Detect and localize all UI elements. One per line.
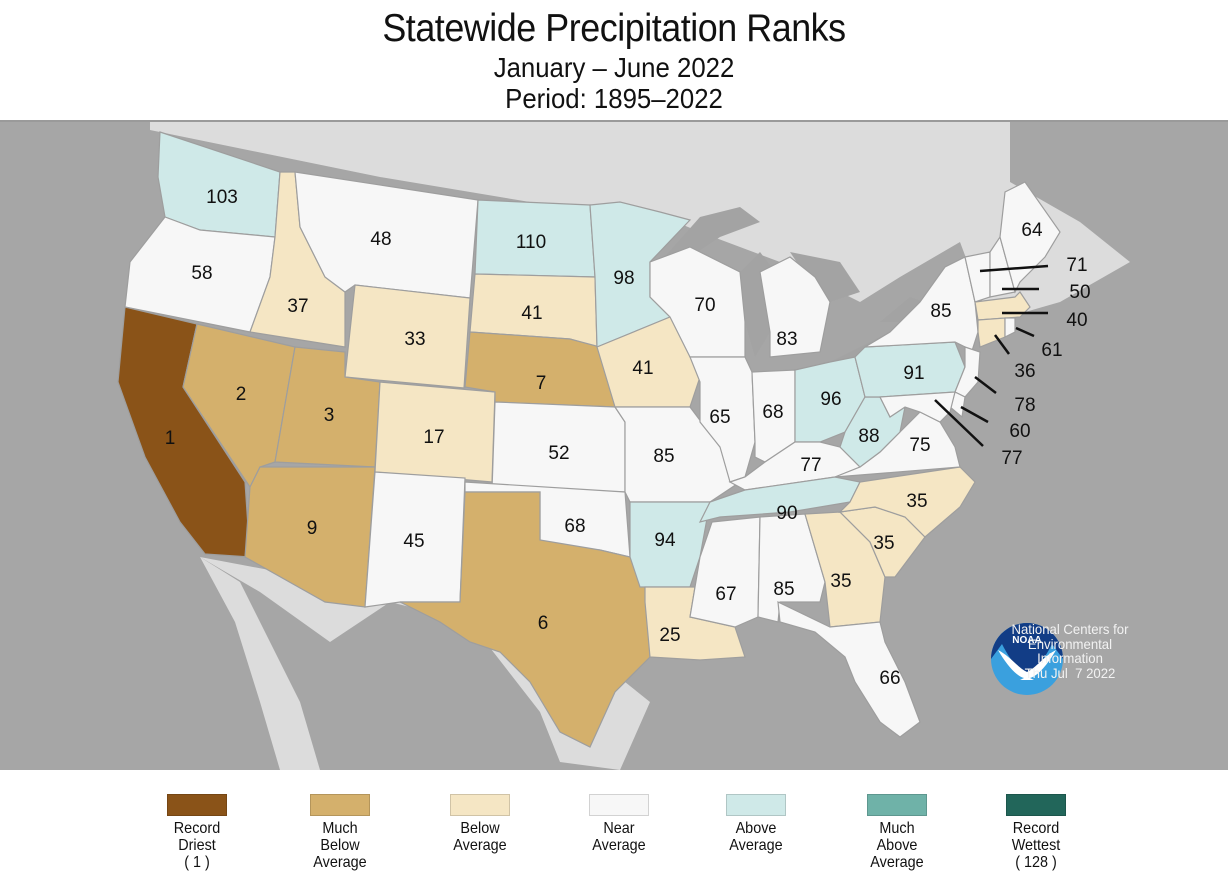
credit-line-2: Environmental [1027, 635, 1113, 652]
rank-ct: 36 [1014, 361, 1035, 382]
state-tx[interactable] [399, 491, 651, 748]
rank-nm: 45 [403, 531, 424, 552]
map-area: 103 58 1 37 2 48 33 3 9 17 45 110 41 7 5… [0, 120, 1228, 772]
title-block: Statewide Precipitation Ranks January – … [0, 0, 1228, 120]
map-subtitle: January – June 2022 [493, 52, 735, 83]
foreign-land [150, 122, 1130, 770]
legend-swatch [726, 794, 786, 816]
rank-ar: 94 [654, 530, 676, 551]
rank-mn: 98 [613, 268, 634, 289]
rank-ia: 41 [632, 358, 653, 379]
rank-mo: 85 [653, 446, 674, 467]
rank-sd: 41 [521, 303, 542, 324]
rank-nv: 2 [236, 384, 247, 405]
rank-mi: 83 [776, 329, 797, 350]
rank-ga: 35 [830, 571, 851, 592]
rank-wy: 33 [404, 329, 425, 350]
rank-pa: 91 [903, 363, 924, 384]
rank-vt: 71 [1066, 255, 1087, 276]
rank-sc: 35 [873, 533, 894, 554]
rank-la: 25 [659, 625, 680, 646]
noaa-logo-text: NOAA [1012, 635, 1041, 646]
legend-item-record-wettest: Record Wettest ( 128 ) [976, 794, 1096, 871]
rank-va: 75 [909, 435, 930, 456]
rank-az: 9 [307, 518, 318, 539]
rank-id: 37 [287, 296, 308, 317]
legend-item-near: Near Average [559, 794, 679, 854]
legend-item-much-below: Much Below Average [280, 794, 400, 871]
legend-swatch [450, 794, 510, 816]
rank-al: 85 [773, 579, 794, 600]
us-state-map: 103 58 1 37 2 48 33 3 9 17 45 110 41 7 5… [117, 122, 1130, 770]
state-me[interactable] [999, 181, 1061, 294]
rank-tx: 6 [538, 613, 549, 634]
map-period: Period: 1895–2022 [505, 83, 723, 114]
states [117, 131, 1061, 748]
rank-ny: 85 [930, 301, 951, 322]
state-nc[interactable] [838, 466, 976, 538]
map-title: Statewide Precipitation Ranks [382, 7, 846, 50]
rank-ca: 1 [165, 428, 176, 449]
legend-swatch [589, 794, 649, 816]
rank-nd: 110 [516, 232, 546, 253]
rank-fl: 66 [879, 668, 900, 689]
rank-wi: 70 [694, 295, 715, 316]
rank-in: 68 [762, 402, 783, 423]
rank-il: 65 [709, 407, 730, 428]
rank-co: 17 [423, 427, 444, 448]
state-ri[interactable] [1004, 317, 1016, 338]
legend-item-above: Above Average [696, 794, 816, 854]
rank-or: 58 [191, 263, 212, 284]
legend-swatch [1006, 794, 1066, 816]
rank-me: 64 [1021, 220, 1043, 241]
legend-label: Record Wettest ( 128 ) [1011, 820, 1061, 871]
rank-ut: 3 [324, 405, 335, 426]
rank-de: 60 [1009, 421, 1030, 442]
credit-line-3: Information [1037, 650, 1103, 666]
rank-ks: 52 [548, 443, 569, 464]
legend-label: Below Average [453, 820, 507, 854]
legend-swatch [310, 794, 370, 816]
rank-wa: 103 [206, 187, 238, 208]
rank-ri: 61 [1041, 340, 1062, 361]
legend-label: Above Average [729, 820, 783, 854]
rank-nh: 50 [1069, 282, 1090, 303]
state-wy[interactable] [344, 284, 471, 389]
rank-labels: 103 58 1 37 2 48 33 3 9 17 45 110 41 7 5… [165, 187, 1091, 689]
legend-label: Near Average [592, 820, 646, 854]
leader-lines [934, 264, 1049, 447]
state-mi[interactable] [759, 256, 831, 358]
rank-mt: 48 [370, 229, 391, 250]
legend-item-below: Below Average [420, 794, 540, 854]
noaa-logo: NOAA [991, 623, 1063, 695]
rank-oh: 96 [820, 389, 841, 410]
rank-md: 77 [1001, 448, 1022, 469]
rank-nc: 35 [906, 491, 927, 512]
legend-item-much-above: Much Above Average [837, 794, 957, 871]
credit-block: NOAA National Centers for Environmental … [990, 621, 1150, 695]
state-mt[interactable] [294, 171, 479, 299]
rank-ky: 77 [800, 455, 821, 476]
credit-line-1: National Centers for [1011, 621, 1129, 637]
state-fl[interactable] [777, 600, 921, 738]
legend-swatch [167, 794, 227, 816]
legend-label: Much Below Average [313, 820, 367, 871]
rank-ne: 7 [536, 373, 547, 394]
rank-ms: 67 [715, 584, 736, 605]
legend-swatch [867, 794, 927, 816]
legend-item-record-driest: Record Driest ( 1 ) [137, 794, 257, 871]
rank-wv: 88 [858, 426, 879, 447]
legend: Record Driest ( 1 ) Much Below Average B… [0, 770, 1228, 888]
state-ct[interactable] [977, 317, 1006, 348]
credit-date: Thu Jul 7 2022 [1024, 664, 1116, 681]
rank-tn: 90 [776, 503, 797, 524]
rank-ok: 68 [564, 516, 585, 537]
legend-label: Much Above Average [870, 820, 924, 871]
rank-ma: 40 [1066, 310, 1087, 331]
rank-nj: 78 [1014, 395, 1035, 416]
legend-label: Record Driest ( 1 ) [173, 820, 221, 871]
